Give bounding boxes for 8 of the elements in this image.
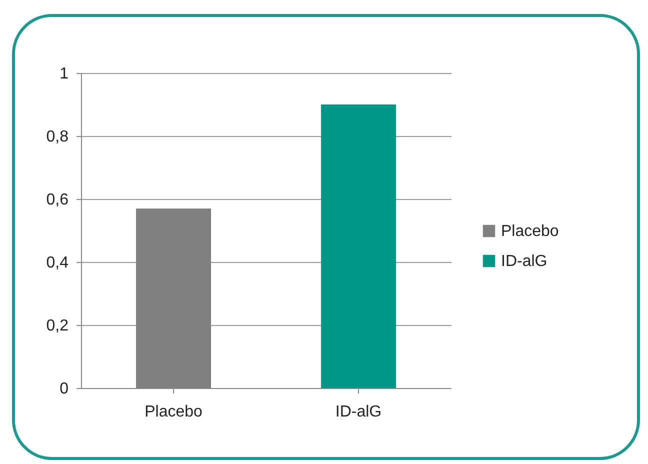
y-tick-label: 0,8 — [46, 128, 69, 146]
legend-label: ID-alG — [501, 253, 548, 270]
legend-label: Placebo — [501, 223, 559, 240]
y-tick-label: 0,6 — [46, 192, 69, 208]
y-tick-label: 0,2 — [46, 318, 69, 334]
y-tick-label: 1 — [60, 66, 69, 82]
y-tick-label: 0,4 — [46, 254, 69, 272]
y-tick-label: 0 — [60, 380, 69, 398]
